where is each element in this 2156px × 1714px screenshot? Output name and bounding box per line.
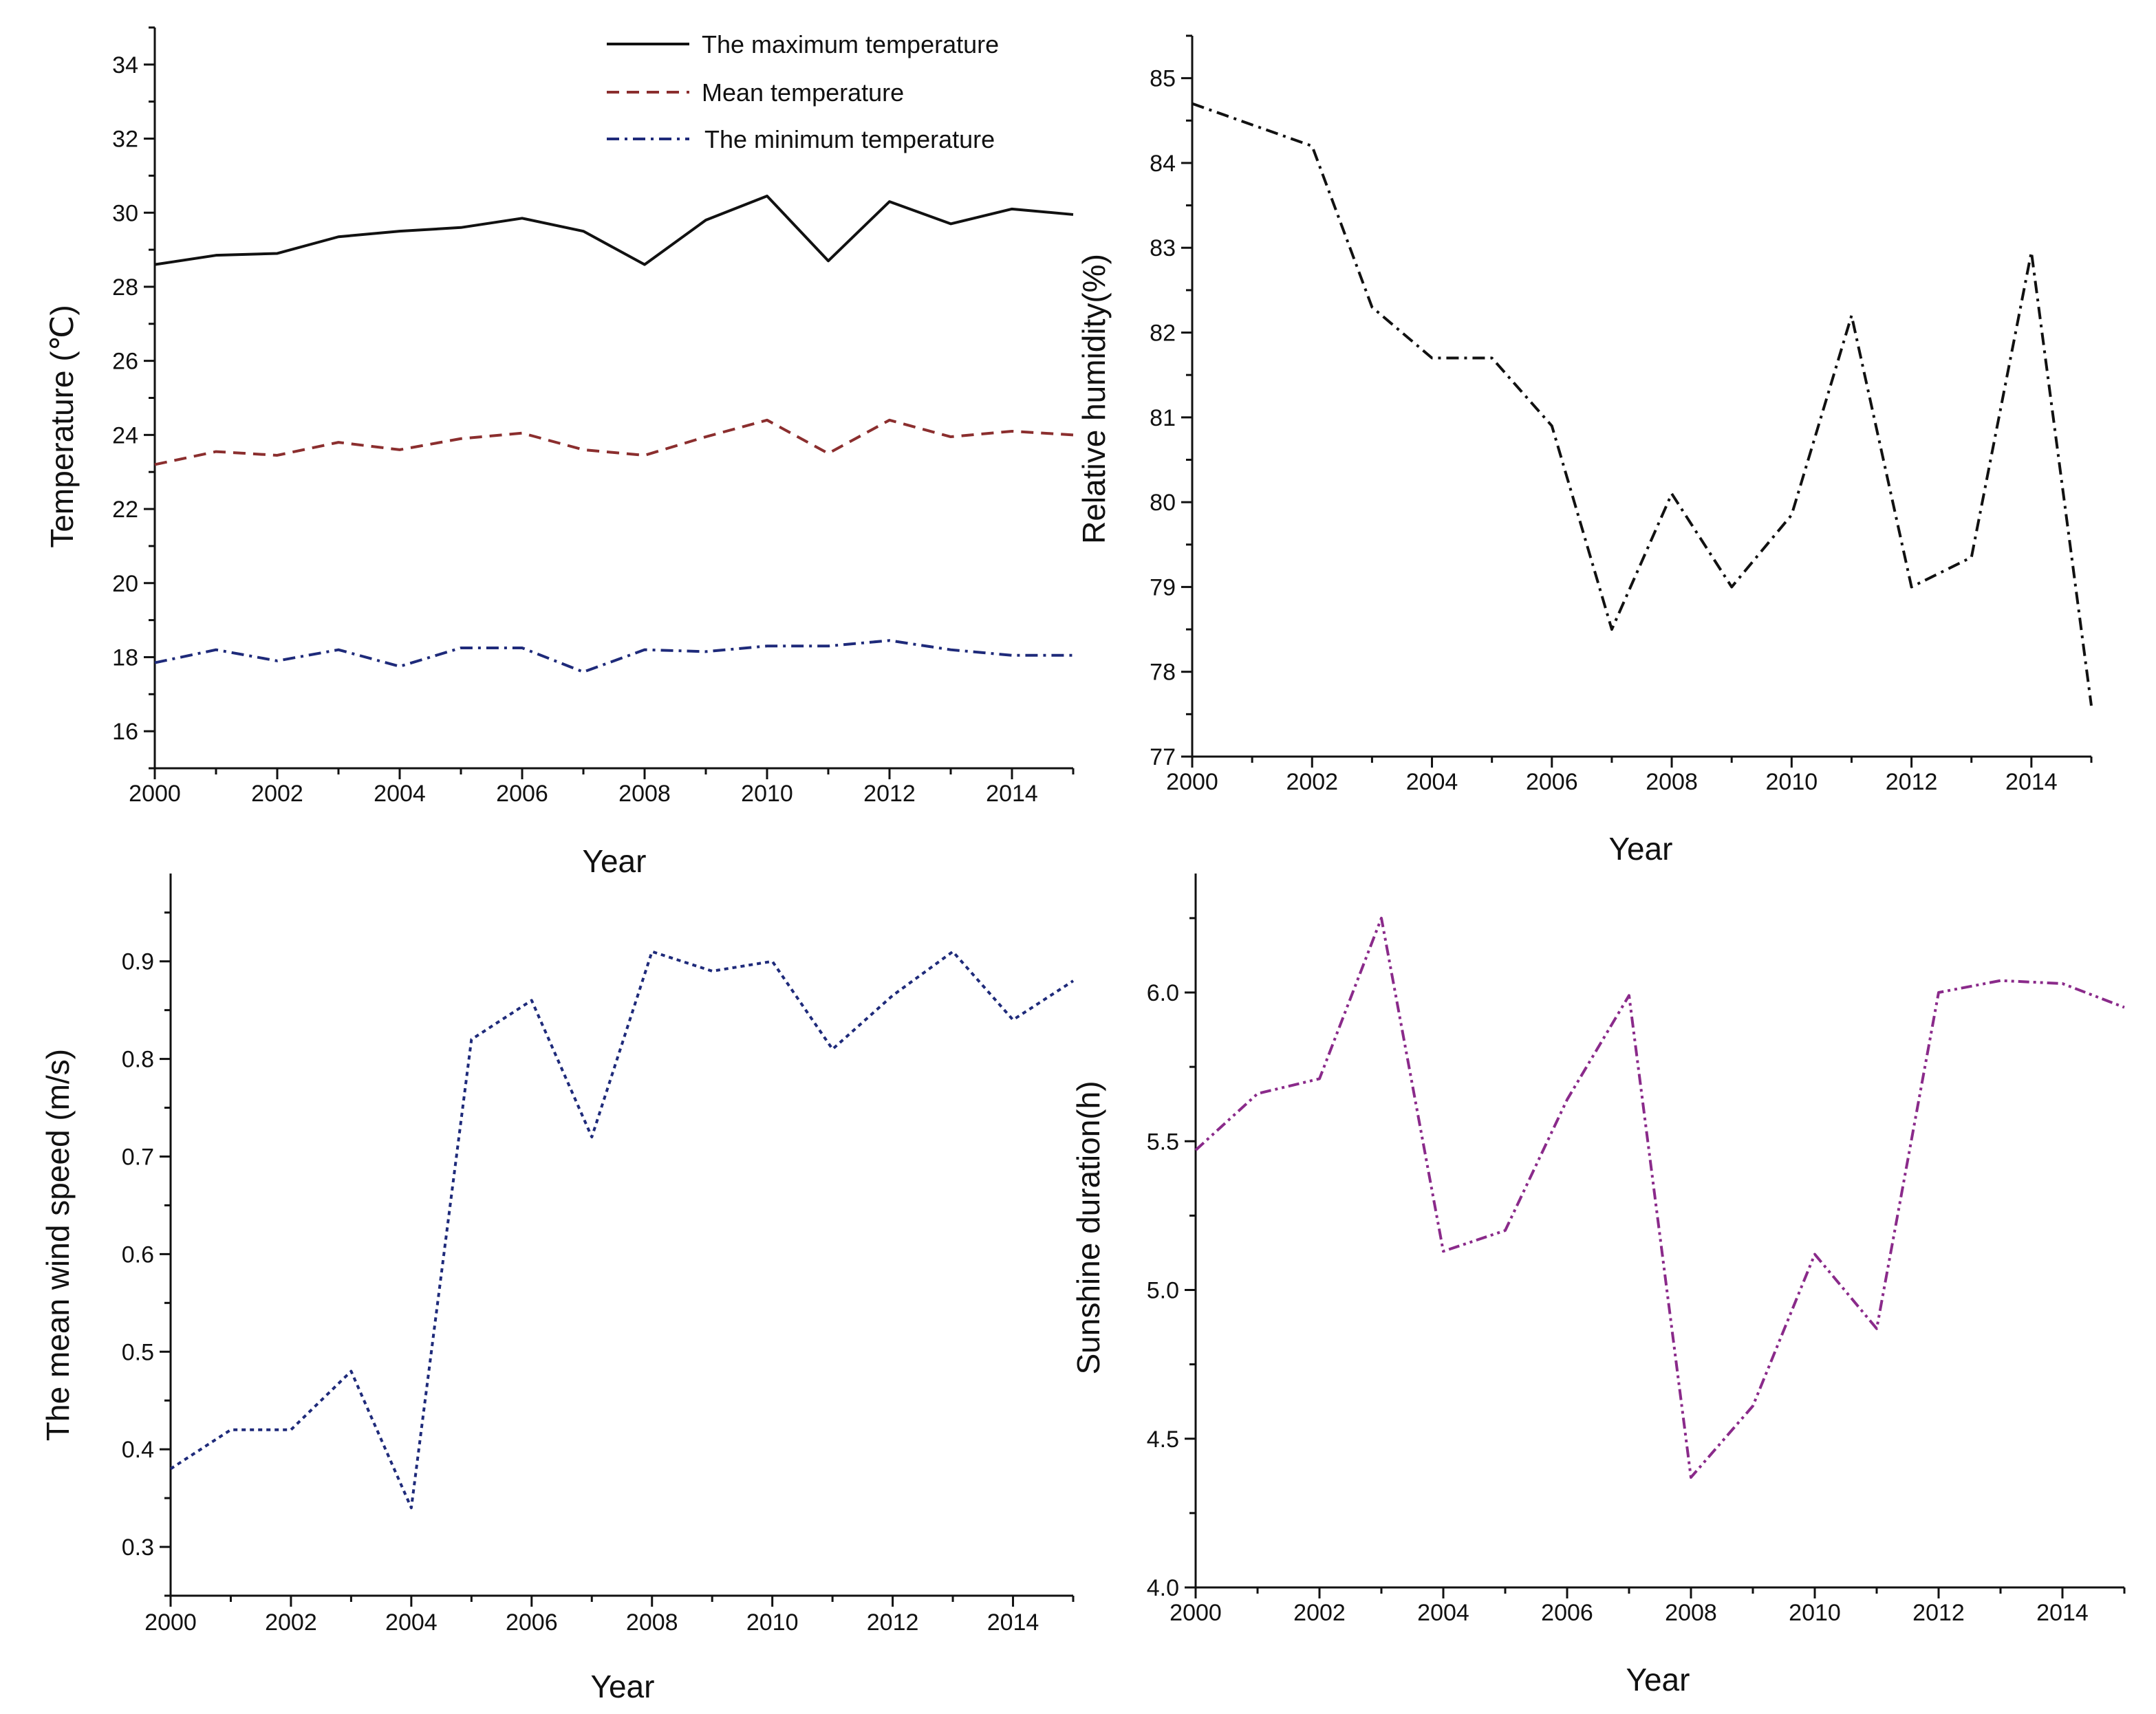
temperature-y-tick-label: 20 (112, 571, 138, 597)
temperature-series-line-0 (154, 195, 1074, 266)
temperature-y-tick-label: 16 (112, 719, 138, 745)
temperature-y-tick-label: 30 (112, 200, 138, 226)
wind-x-tick-label: 2000 (144, 1609, 197, 1636)
humidity-x-tick-label: 2014 (2005, 769, 2058, 795)
sunshine-x-axis-title: Year (1626, 1662, 1690, 1697)
humidity-y-tick-label: 83 (1150, 235, 1176, 261)
humidity-y-axis-title: Relative humidity(%) (1076, 254, 1112, 544)
temperature-x-tick-label: 2000 (129, 781, 181, 807)
humidity-x-tick-label: 2012 (1886, 769, 1938, 795)
temperature-y-tick-label: 26 (112, 349, 138, 375)
sunshine-x-tick-label: 2004 (1417, 1600, 1469, 1626)
sunshine-y-tick-label: 4.5 (1147, 1426, 1179, 1453)
humidity-x-tick-label: 2010 (1766, 769, 1818, 795)
sunshine-y-tick-label: 5.0 (1147, 1278, 1179, 1304)
humidity-y-tick-label: 80 (1150, 490, 1176, 516)
temperature-y-axis-title: Temperature (℃) (44, 305, 80, 547)
temperature-legend: The maximum temperature Mean temperature… (607, 30, 999, 153)
temperature-y-tick-label: 34 (112, 52, 138, 78)
temperature-x-tick-label: 2012 (863, 781, 916, 807)
temperature-y-tick-label: 18 (112, 644, 138, 671)
temperature-x-tick-label: 2004 (374, 781, 426, 807)
temperature-x-tick-label: 2006 (496, 781, 548, 807)
wind-x-axis-title: Year (591, 1669, 655, 1704)
temperature-series-line-1 (154, 418, 1074, 466)
humidity-x-tick-label: 2000 (1166, 769, 1218, 795)
humidity-y-tick-label: 84 (1150, 151, 1176, 177)
humidity-y-tick-label: 78 (1150, 660, 1176, 686)
temperature-x-tick-label: 2010 (741, 781, 793, 807)
wind-x-tick-label: 2014 (987, 1609, 1039, 1636)
sunshine-y-tick-label: 4.0 (1147, 1575, 1179, 1601)
temperature-y-tick-label: 28 (112, 274, 138, 301)
legend-label-max-temperature: The maximum temperature (702, 30, 999, 58)
temperature-y-tick-label: 22 (112, 497, 138, 523)
humidity-x-tick-label: 2002 (1286, 769, 1338, 795)
humidity-y-tick-label: 81 (1150, 405, 1176, 431)
sunshine-x-tick-label: 2006 (1541, 1600, 1593, 1626)
sunshine-chart: Sunshine duration(h) Year 2000 2002 2004 20… (1070, 874, 2126, 1697)
humidity-x-tick-label: 2004 (1406, 769, 1458, 795)
temperature-y-tick-label: 24 (112, 422, 138, 448)
humidity-chart: Relative humidity(%) Year 2000 2002 2004 20… (1076, 34, 2093, 867)
sunshine-x-tick-label: 2010 (1789, 1600, 1841, 1626)
wind-y-tick-label: 0.8 (122, 1047, 154, 1073)
sunshine-y-tick-label: 5.5 (1147, 1129, 1179, 1155)
wind-x-tick-label: 2010 (746, 1609, 799, 1636)
wind-y-axis-title: The mean wind speed (m/s) (40, 1049, 76, 1441)
wind-x-tick-label: 2004 (385, 1609, 438, 1636)
sunshine-x-tick-label: 2014 (2036, 1600, 2089, 1626)
sunshine-series-line-0 (1194, 916, 2125, 1479)
temperature-y-tick-label: 32 (112, 127, 138, 153)
wind-y-tick-label: 0.9 (122, 949, 154, 975)
legend-label-min-temperature: The minimum temperature (704, 125, 995, 153)
humidity-y-tick-label: 82 (1150, 321, 1176, 347)
sunshine-x-tick-label: 2002 (1293, 1600, 1346, 1626)
wind-y-tick-label: 0.5 (122, 1339, 154, 1365)
wind-speed-chart: The mean wind speed (m/s) Year 2000 2002 2… (40, 874, 1075, 1704)
wind-y-tick-label: 0.7 (122, 1144, 154, 1170)
wind-y-tick-label: 0.6 (122, 1241, 154, 1268)
humidity-x-tick-label: 2006 (1526, 769, 1578, 795)
temperature-x-tick-label: 2008 (618, 781, 671, 807)
wind-series-line-0 (169, 950, 1075, 1510)
sunshine-y-axis-title: Sunshine duration(h) (1070, 1081, 1106, 1374)
humidity-x-axis-title: Year (1609, 831, 1673, 867)
wind-x-tick-label: 2006 (506, 1609, 558, 1636)
humidity-x-tick-label: 2008 (1646, 769, 1698, 795)
humidity-y-tick-label: 79 (1150, 574, 1176, 600)
wind-x-tick-label: 2002 (265, 1609, 317, 1636)
temperature-x-tick-label: 2002 (251, 781, 303, 807)
humidity-y-tick-label: 77 (1150, 744, 1176, 770)
sunshine-y-tick-label: 6.0 (1147, 980, 1179, 1006)
temperature-x-axis-title: Year (583, 843, 647, 879)
humidity-y-tick-label: 85 (1150, 66, 1176, 92)
wind-x-tick-label: 2012 (867, 1609, 919, 1636)
wind-y-tick-label: 0.3 (122, 1534, 154, 1561)
temperature-series-line-2 (154, 639, 1073, 673)
temperature-chart: Temperature (℃) Year The maximum tempera… (44, 26, 1075, 879)
sunshine-x-tick-label: 2008 (1665, 1600, 1717, 1626)
sunshine-x-tick-label: 2012 (1912, 1600, 1965, 1626)
humidity-series-line-0 (1192, 102, 2093, 706)
wind-x-tick-label: 2008 (626, 1609, 678, 1636)
temperature-x-tick-label: 2014 (986, 781, 1038, 807)
legend-label-mean-temperature: Mean temperature (702, 78, 904, 107)
sunshine-x-tick-label: 2000 (1169, 1600, 1222, 1626)
wind-y-tick-label: 0.4 (122, 1437, 154, 1463)
